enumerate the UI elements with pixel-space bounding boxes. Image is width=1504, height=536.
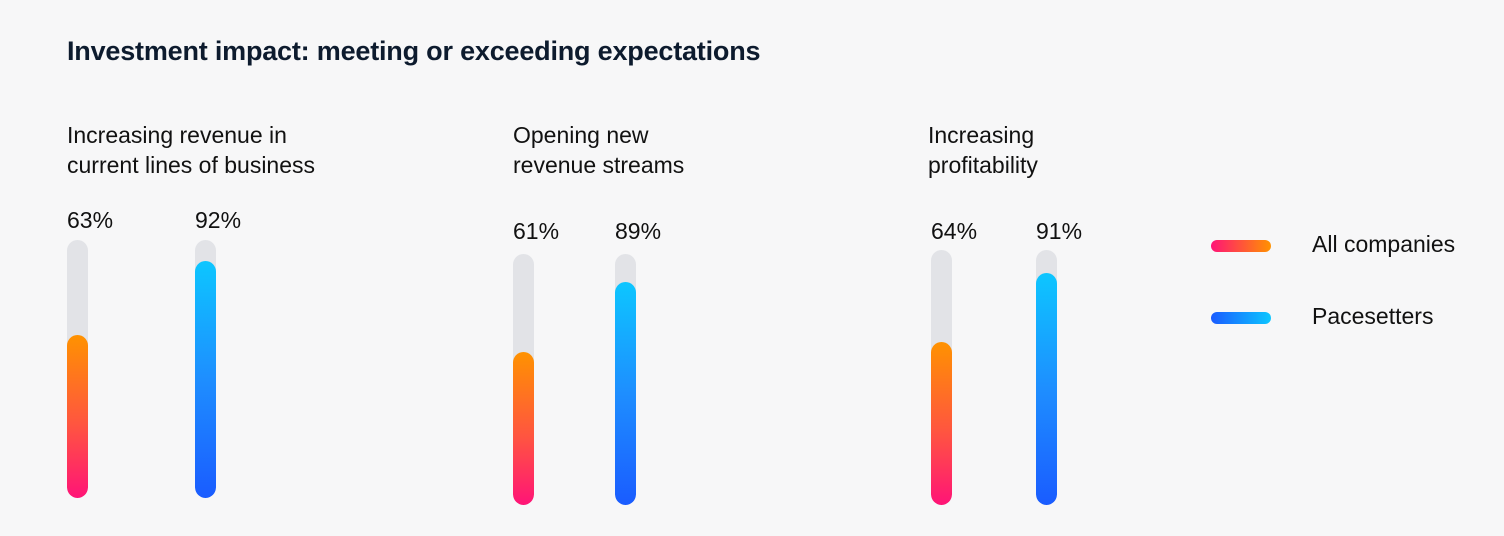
category-label: Increasing profitability <box>928 122 1038 178</box>
bar-all-companies <box>67 335 88 498</box>
bar-track <box>931 250 952 505</box>
bar-track <box>1036 250 1057 505</box>
data-label-all-companies: 61% <box>513 218 560 244</box>
bar-pacesetters <box>195 261 216 498</box>
bar-pacesetters <box>615 282 636 505</box>
bar-track <box>615 254 636 505</box>
bar-all-companies <box>513 352 534 505</box>
bar-track <box>195 240 216 498</box>
legend-label-pacesetters: Pacesetters <box>1312 303 1434 329</box>
legend-swatch-all-companies <box>1211 240 1271 252</box>
chart-title: Investment impact: meeting or exceeding … <box>67 36 761 66</box>
data-label-all-companies: 64% <box>931 218 978 244</box>
data-label-pacesetters: 89% <box>615 218 662 244</box>
category-label: Opening new revenue streams <box>513 122 685 178</box>
legend-label-all-companies: All companies <box>1312 231 1456 257</box>
bar-all-companies <box>931 342 952 505</box>
legend-item-all-companies: All companies <box>1211 231 1501 262</box>
bar-track <box>513 254 534 505</box>
bar-track <box>67 240 88 498</box>
data-label-all-companies: 63% <box>67 207 114 233</box>
data-label-pacesetters: 91% <box>1036 218 1083 244</box>
legend-swatch-pacesetters <box>1211 312 1271 324</box>
legend-item-pacesetters: Pacesetters <box>1211 303 1501 334</box>
bar-pacesetters <box>1036 273 1057 505</box>
data-label-pacesetters: 92% <box>195 207 242 233</box>
category-label: Increasing revenue in current lines of b… <box>67 122 316 178</box>
